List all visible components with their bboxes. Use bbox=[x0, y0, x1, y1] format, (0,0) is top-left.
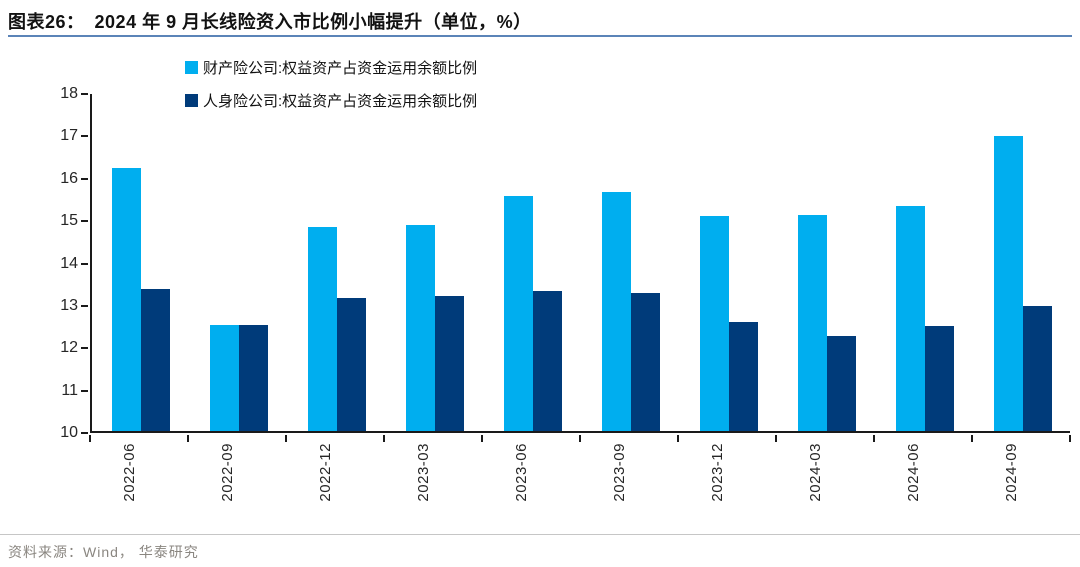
footer-divider bbox=[0, 534, 1080, 535]
bar-life-2022-12 bbox=[337, 298, 366, 431]
legend-swatch-life bbox=[185, 94, 198, 107]
x-axis-tick bbox=[677, 435, 679, 442]
y-axis-label: 11 bbox=[61, 381, 78, 399]
x-axis-label-2023-03: 2023-03 bbox=[415, 443, 432, 502]
bar-property-2022-12 bbox=[308, 227, 337, 431]
x-axis-tick bbox=[971, 435, 973, 442]
bar-life-2023-03 bbox=[435, 296, 464, 431]
y-axis-label: 15 bbox=[60, 212, 78, 230]
x-axis-tick bbox=[285, 435, 287, 442]
bar-property-2022-09 bbox=[210, 325, 239, 431]
y-axis-tick bbox=[81, 177, 88, 180]
bar-life-2024-03 bbox=[827, 336, 856, 431]
bar-property-2024-06 bbox=[896, 206, 925, 431]
y-axis-tick bbox=[81, 220, 88, 223]
header-divider bbox=[8, 35, 1072, 37]
y-axis-label: 16 bbox=[60, 169, 78, 187]
x-axis-label-2024-09: 2024-09 bbox=[1003, 443, 1020, 502]
x-axis-tick bbox=[383, 435, 385, 442]
x-axis-label-2022-12: 2022-12 bbox=[317, 443, 334, 502]
y-axis-label: 18 bbox=[60, 85, 78, 102]
bar-life-2023-06 bbox=[533, 291, 562, 431]
figure-title-row: 图表26： 2024 年 9 月长线险资入市比例小幅提升（单位，%） bbox=[8, 8, 532, 34]
x-axis-tick bbox=[579, 435, 581, 442]
bar-life-2022-09 bbox=[239, 325, 268, 431]
x-axis-label-2022-06: 2022-06 bbox=[121, 443, 138, 502]
x-axis-label-2023-09: 2023-09 bbox=[611, 443, 628, 502]
x-axis-label-2022-09: 2022-09 bbox=[219, 443, 236, 502]
y-axis-tick bbox=[81, 93, 88, 95]
y-axis-tick bbox=[81, 262, 88, 265]
y-axis-label: 10 bbox=[60, 424, 78, 441]
x-axis-tick bbox=[481, 435, 483, 442]
x-axis-label-2023-06: 2023-06 bbox=[513, 443, 530, 502]
y-axis-tick bbox=[81, 304, 88, 307]
bar-property-2023-12 bbox=[700, 216, 729, 431]
legend-item-life: 人身险公司:权益资产占资金运用余额比例 bbox=[185, 92, 478, 110]
bar-life-2024-09 bbox=[1023, 306, 1052, 431]
legend-label-property: 财产险公司:权益资产占资金运用余额比例 bbox=[203, 60, 478, 77]
y-axis-tick bbox=[81, 389, 88, 392]
y-axis-tick bbox=[81, 135, 88, 138]
figure-number-label: 图表26： bbox=[8, 12, 85, 32]
legend-swatch-property bbox=[185, 61, 198, 74]
y-axis-label: 13 bbox=[60, 296, 78, 314]
x-axis-tick bbox=[1069, 435, 1071, 442]
figure-title: 2024 年 9 月长线险资入市比例小幅提升（单位，%） bbox=[94, 12, 532, 32]
x-axis-label-2024-03: 2024-03 bbox=[807, 443, 824, 502]
legend-item-property: 财产险公司:权益资产占资金运用余额比例 bbox=[185, 59, 478, 77]
plot-area bbox=[90, 94, 1070, 433]
y-axis-tick bbox=[81, 432, 88, 434]
bar-property-2023-06 bbox=[504, 196, 533, 431]
x-axis-tick bbox=[89, 435, 91, 442]
bar-life-2023-12 bbox=[729, 322, 758, 431]
y-axis-label: 17 bbox=[60, 127, 78, 145]
bar-life-2024-06 bbox=[925, 326, 954, 431]
chart-legend: 财产险公司:权益资产占资金运用余额比例 人身险公司:权益资产占资金运用余额比例 bbox=[185, 59, 477, 125]
source-note: 资料来源：Wind， 华泰研究 bbox=[8, 544, 199, 560]
bar-property-2024-03 bbox=[798, 215, 827, 431]
bar-life-2022-06 bbox=[141, 289, 170, 431]
y-axis-label: 12 bbox=[60, 339, 78, 357]
x-axis-tick bbox=[187, 435, 189, 442]
bar-life-2023-09 bbox=[631, 293, 660, 431]
x-axis-label-2024-06: 2024-06 bbox=[905, 443, 922, 502]
y-axis-tick bbox=[81, 347, 88, 350]
x-axis-tick bbox=[873, 435, 875, 442]
y-axis-label: 14 bbox=[60, 254, 78, 272]
bar-property-2023-03 bbox=[406, 225, 435, 431]
bar-property-2024-09 bbox=[994, 136, 1023, 431]
legend-label-life: 人身险公司:权益资产占资金运用余额比例 bbox=[203, 93, 478, 110]
bar-property-2022-06 bbox=[112, 168, 141, 431]
x-axis-tick bbox=[775, 435, 777, 442]
x-axis-label-2023-12: 2023-12 bbox=[709, 443, 726, 502]
bar-property-2023-09 bbox=[602, 192, 631, 431]
